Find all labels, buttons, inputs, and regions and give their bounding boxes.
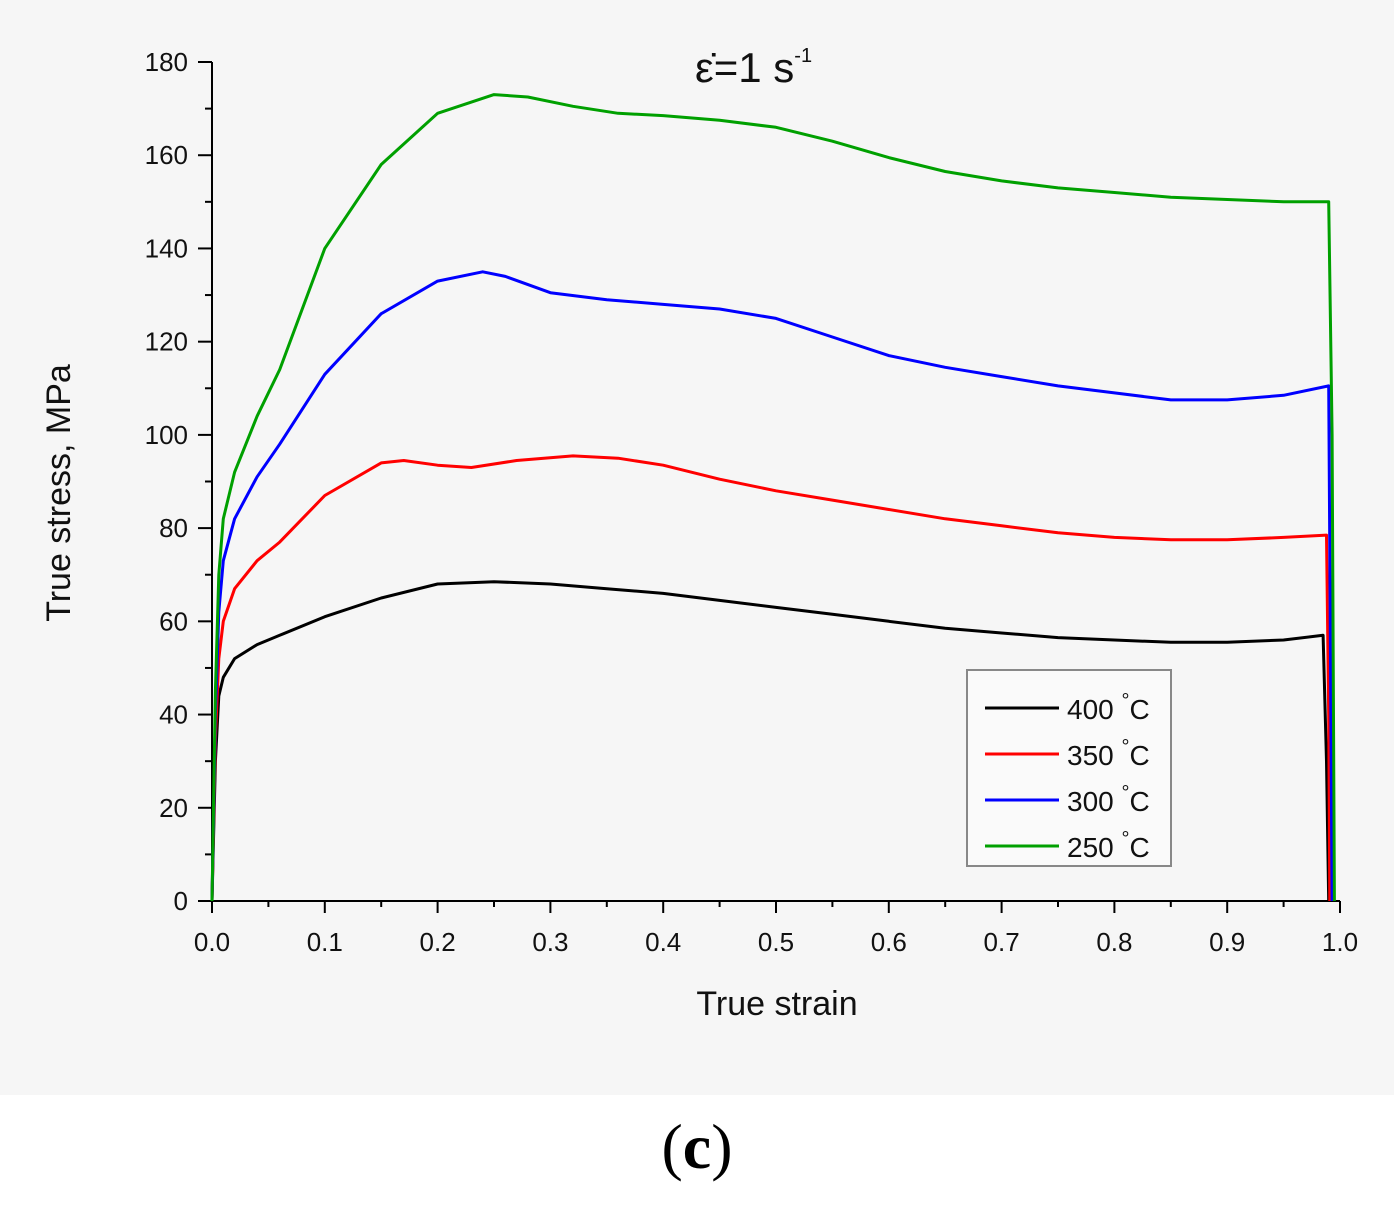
x-tick-label: 0.9 [1209, 927, 1245, 957]
y-axis-title: True stress, MPa [40, 364, 78, 622]
legend-box [966, 669, 1172, 867]
plot-background [0, 0, 1394, 1095]
legend-label-400: 400 °C [1067, 690, 1150, 725]
x-tick-label: 1.0 [1322, 927, 1358, 957]
y-tick-label: 20 [159, 793, 188, 823]
series-line-350 [210, 454, 1332, 902]
legend-label-250: 250 °C [1067, 828, 1150, 863]
x-tick-label: 0.8 [1096, 927, 1132, 957]
y-tick-label: 160 [145, 140, 188, 170]
series-line-250 [210, 93, 1336, 902]
y-tick-label: 0 [174, 886, 188, 916]
legend-label-350: 350 °C [1067, 736, 1150, 771]
x-tick-label: 0.4 [645, 927, 681, 957]
x-tick-label: 0.1 [307, 927, 343, 957]
x-tick-label: 0.0 [194, 927, 230, 957]
y-tick-label: 180 [145, 47, 188, 77]
y-tick-label: 120 [145, 327, 188, 357]
x-tick-label: 0.3 [532, 927, 568, 957]
y-tick-label: 60 [159, 606, 188, 636]
y-tick-label: 140 [145, 233, 188, 263]
y-tick-label: 100 [145, 420, 188, 450]
figure-caption: (c) [661, 1111, 733, 1182]
x-tick-label: 0.2 [420, 927, 456, 957]
series-line-300 [210, 270, 1334, 902]
y-tick-label: 80 [159, 513, 188, 543]
y-tick-label: 40 [159, 700, 188, 730]
chart-title: ε̇=1 s-1 [695, 44, 812, 91]
legend: 400 °C 350 °C 300 °C 250 °C [966, 669, 1172, 867]
legend-label-300: 300 °C [1067, 782, 1150, 817]
series-line-400 [210, 580, 1331, 902]
x-tick-label: 0.6 [871, 927, 907, 957]
x-tick-label: 0.5 [758, 927, 794, 957]
chart: 0 20 40 60 80 100 120 140 160 180 0.0 0.1 0.2 0.3 0.4 0… [40, 44, 1358, 1023]
x-axis-title: True strain [696, 985, 857, 1023]
x-tick-label: 0.7 [984, 927, 1020, 957]
